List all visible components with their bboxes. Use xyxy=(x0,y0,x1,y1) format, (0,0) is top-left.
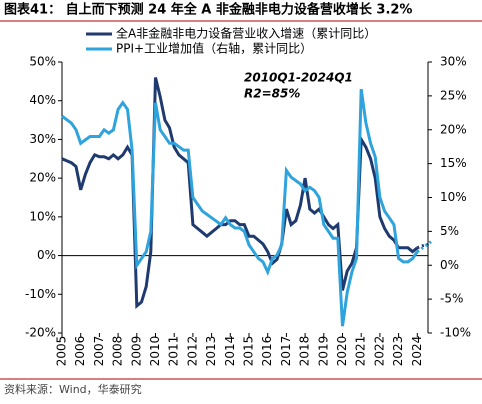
y-tick-label: 40% xyxy=(29,93,56,107)
x-tick-label: 2023 xyxy=(391,336,405,367)
chart-title: 图表41： 自上而下预测 24 年全 A 非金融非电力设备营收增长 3.2% xyxy=(4,2,412,18)
x-tick-label: 2021 xyxy=(354,336,368,367)
y2-tick-label: 0% xyxy=(440,258,459,272)
y-tick-label: -20% xyxy=(25,326,56,340)
x-tick-label: 2019 xyxy=(316,336,330,367)
x-tick-label: 2012 xyxy=(185,336,199,367)
x-tick-label: 2013 xyxy=(204,336,218,367)
x-tick-label: 2016 xyxy=(260,336,274,367)
annotation: R2=85% xyxy=(244,87,300,101)
x-tick-label: 2008 xyxy=(111,336,125,367)
y2-tick-label: 10% xyxy=(440,190,467,204)
x-tick-label: 2020 xyxy=(335,336,349,367)
y2-tick-label: 30% xyxy=(440,55,467,69)
source: 资料来源：Wind，华泰研究 xyxy=(4,382,142,396)
x-tick-label: 2010 xyxy=(148,336,162,367)
x-tick-label: 2007 xyxy=(92,336,106,367)
y-tick-label: 20% xyxy=(29,171,56,185)
series-line xyxy=(61,88,419,327)
y-tick-label: 30% xyxy=(29,132,56,146)
x-tick-label: 2022 xyxy=(372,336,386,367)
x-tick-label: 2005 xyxy=(55,336,69,367)
x-tick-label: 2018 xyxy=(298,336,312,367)
y-tick-label: -10% xyxy=(25,287,56,301)
x-tick-label: 2011 xyxy=(167,336,181,367)
x-tick-label: 2006 xyxy=(73,336,87,367)
x-tick-label: 2017 xyxy=(279,336,293,367)
legend-label: PPI+工业增加值（右轴，累计同比） xyxy=(116,41,312,56)
y2-tick-label: -5% xyxy=(440,292,463,306)
y2-tick-label: 15% xyxy=(440,156,467,170)
y-tick-label: 0% xyxy=(37,248,56,262)
y-tick-label: 50% xyxy=(29,55,56,69)
y-tick-label: 10% xyxy=(29,209,56,223)
x-tick-label: 2015 xyxy=(242,336,256,367)
y2-tick-label: 20% xyxy=(440,122,467,136)
legend-label: 全A非金融非电力设备营业收入增速（累计同比） xyxy=(116,26,376,41)
x-tick-label: 2014 xyxy=(223,336,237,367)
x-tick-label: 2024 xyxy=(410,336,424,367)
y2-tick-label: 5% xyxy=(440,224,459,238)
forecast-line xyxy=(416,240,433,253)
y2-tick-label: -10% xyxy=(440,326,471,340)
forecast-line xyxy=(416,241,432,250)
y2-tick-label: 25% xyxy=(440,88,467,102)
annotation: 2010Q1-2024Q1 xyxy=(244,71,353,85)
x-tick-label: 2009 xyxy=(129,336,143,367)
